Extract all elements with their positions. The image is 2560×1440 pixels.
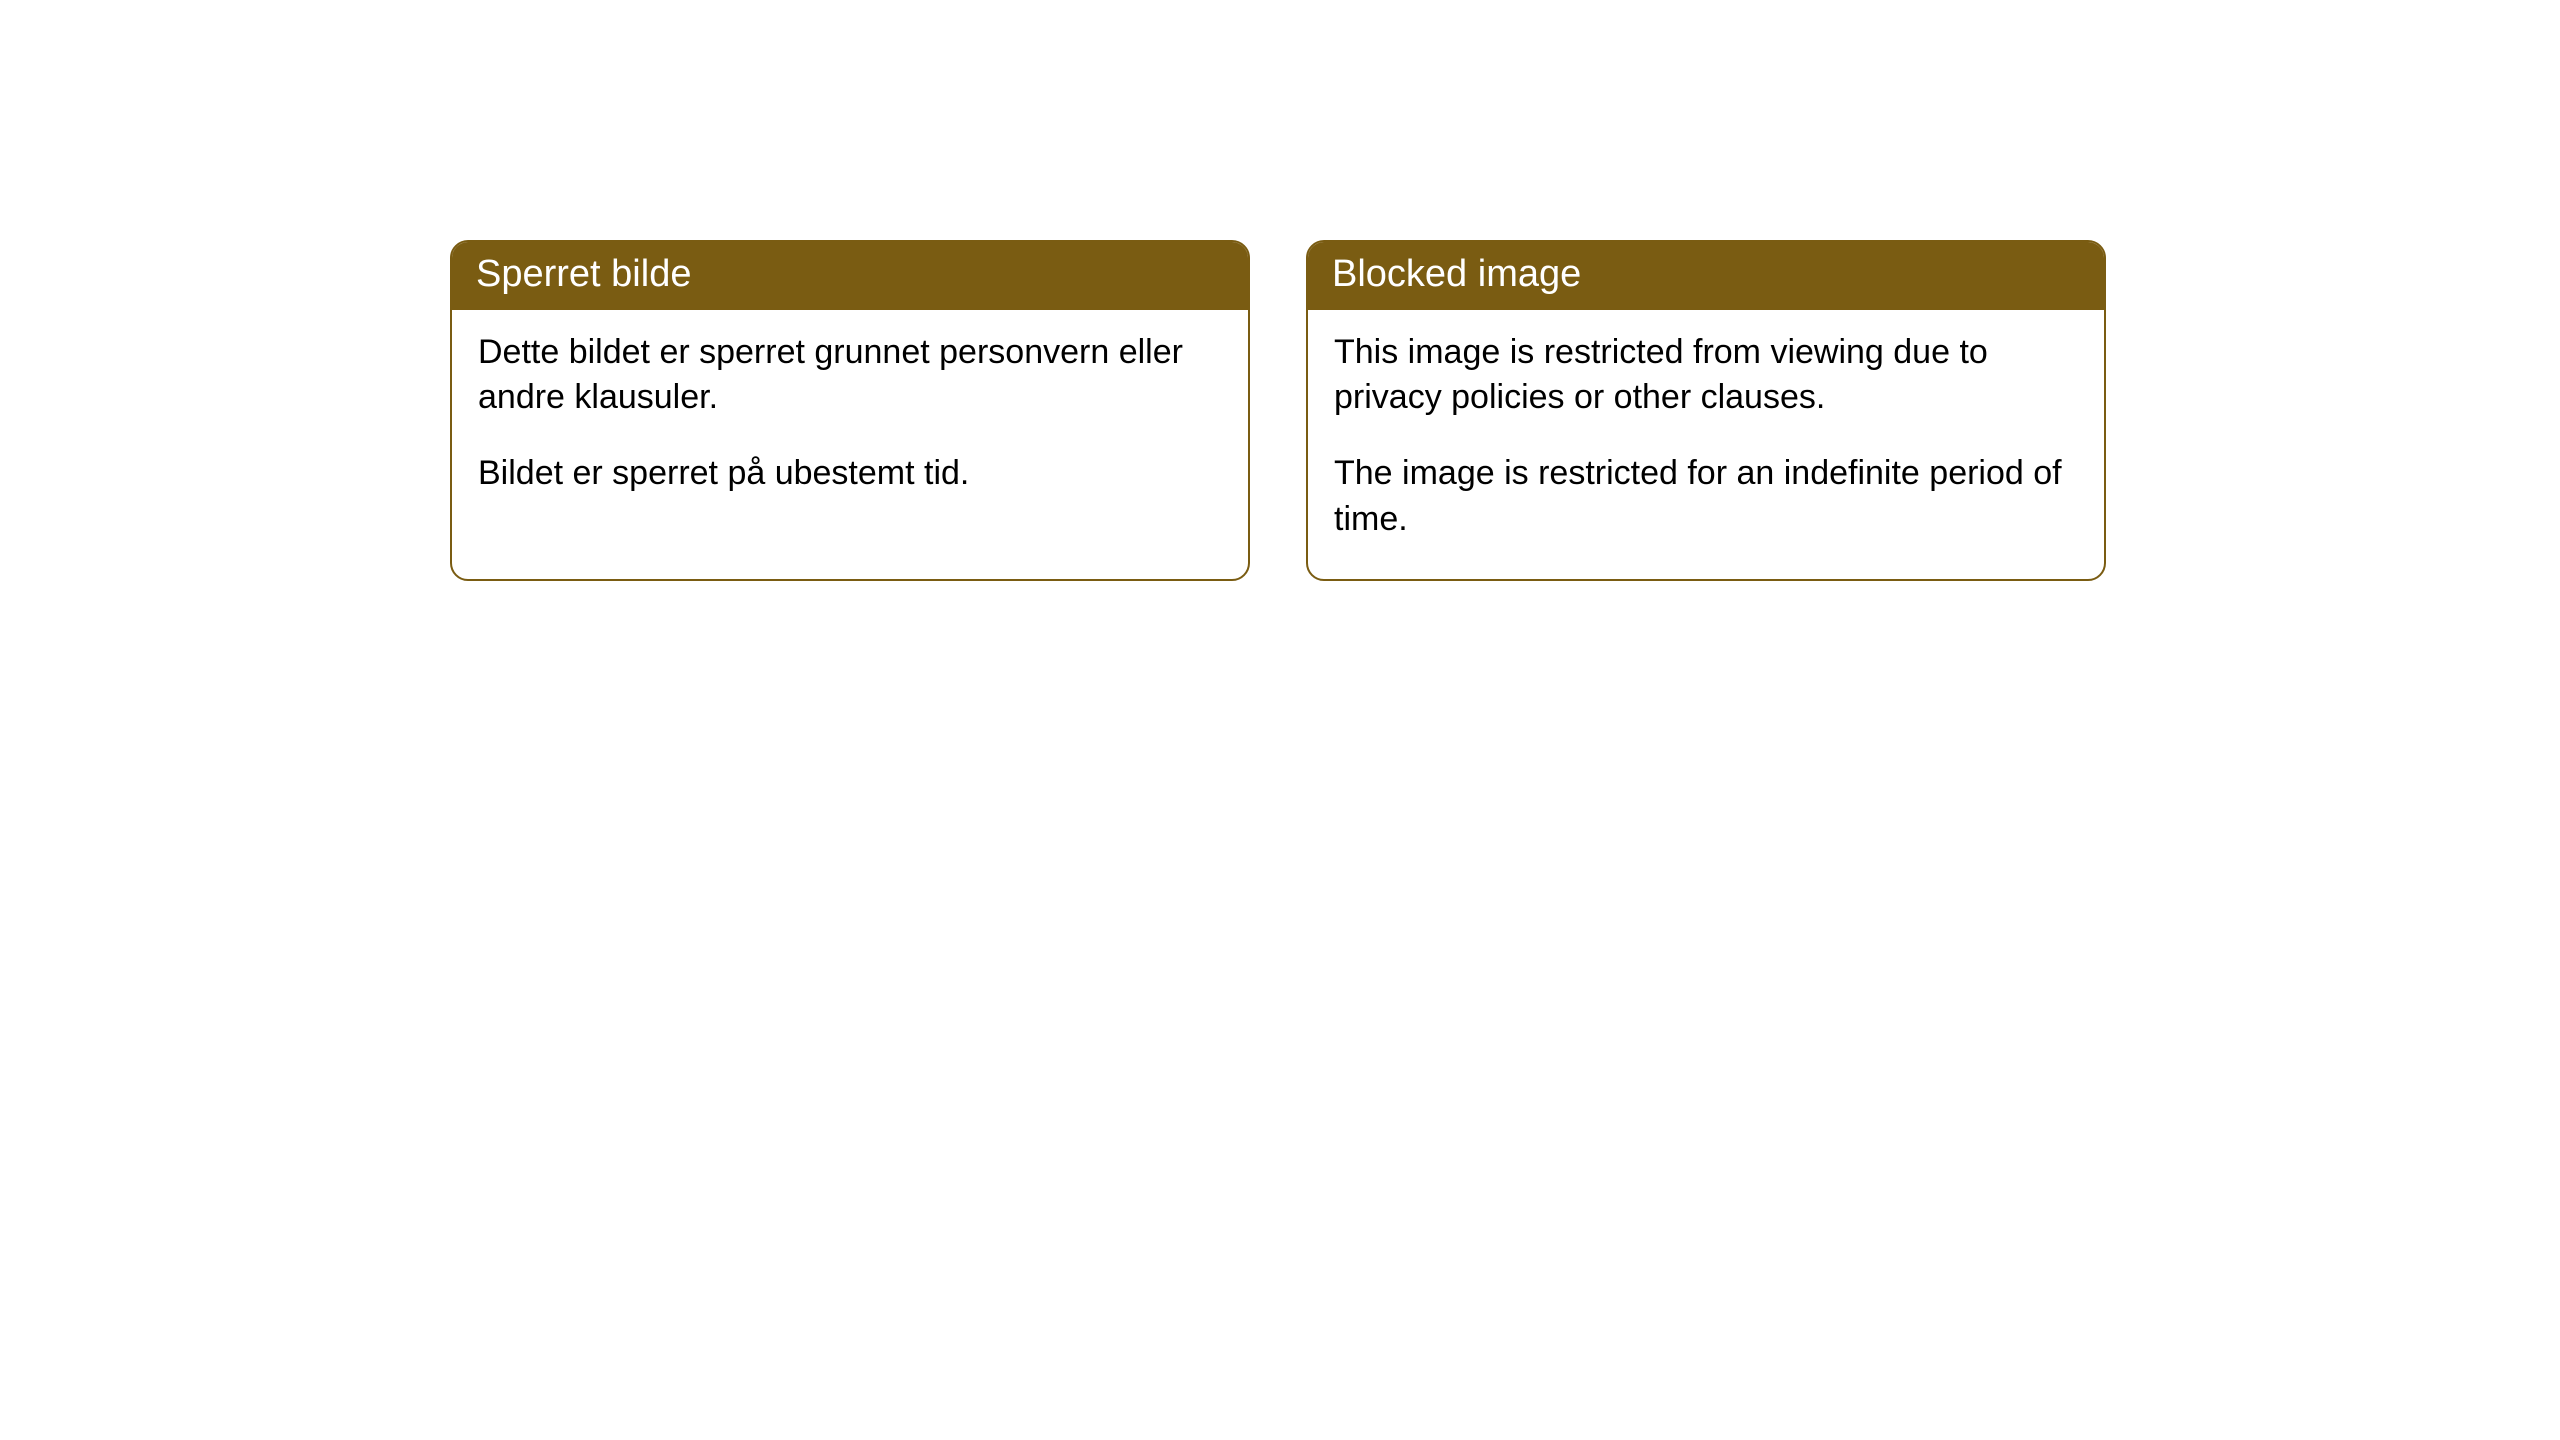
- card-paragraph-1-norwegian: Dette bildet er sperret grunnet personve…: [478, 330, 1222, 422]
- card-title-norwegian: Sperret bilde: [476, 253, 691, 295]
- card-english: Blocked image This image is restricted f…: [1306, 240, 2106, 581]
- card-norwegian: Sperret bilde Dette bildet er sperret gr…: [450, 240, 1250, 581]
- cards-container: Sperret bilde Dette bildet er sperret gr…: [450, 240, 2560, 581]
- card-title-english: Blocked image: [1332, 253, 1581, 295]
- card-paragraph-2-norwegian: Bildet er sperret på ubestemt tid.: [478, 451, 1222, 497]
- card-paragraph-1-english: This image is restricted from viewing du…: [1334, 330, 2078, 422]
- card-header-english: Blocked image: [1308, 242, 2104, 310]
- card-header-norwegian: Sperret bilde: [452, 242, 1248, 310]
- card-paragraph-2-english: The image is restricted for an indefinit…: [1334, 451, 2078, 543]
- card-body-norwegian: Dette bildet er sperret grunnet personve…: [452, 310, 1248, 534]
- card-body-english: This image is restricted from viewing du…: [1308, 310, 2104, 580]
